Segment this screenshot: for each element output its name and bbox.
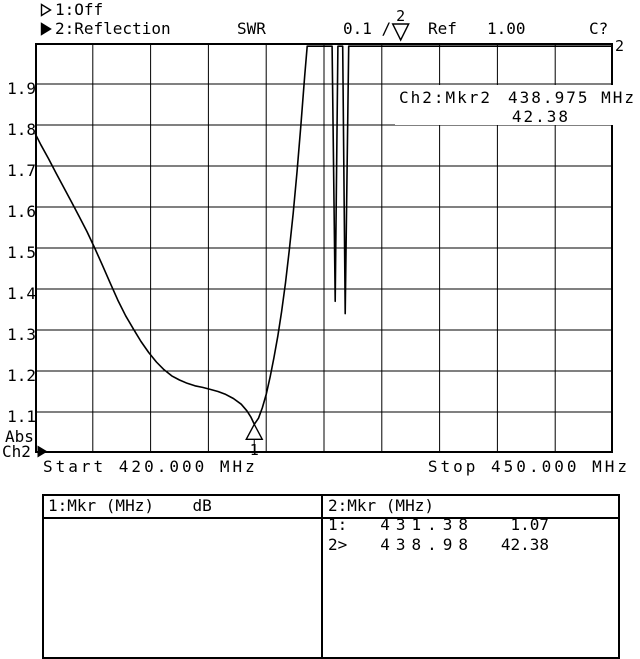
trace1-inactive-triangle-icon	[40, 3, 52, 17]
marker2-readout: Ch2:Mkr2 438.975 MHz 42.38	[395, 85, 640, 126]
trace1-status: 1:Off	[40, 2, 103, 18]
channel-label: Ch2	[2, 442, 31, 461]
trace2-status: 2:Reflection	[40, 21, 171, 37]
y-axis-tick-label: 1.5	[7, 243, 36, 262]
marker-1-number: 1	[250, 441, 259, 459]
marker-table-ch2: 2:Mkr (MHz) 1: 431.38 1.07 2> 438.98 42.…	[323, 496, 618, 657]
start-frequency-label: Start 420.000 MHz	[43, 457, 258, 476]
swr-plot: 12	[34, 7, 613, 459]
scale-per-div-label: 0.1 /	[343, 19, 392, 38]
y-axis-tick-label: 1.1	[7, 407, 36, 426]
marker-2-triangle-icon	[391, 23, 410, 42]
marker1-row-frequency: 431.38	[380, 515, 474, 534]
marker2-row-label: 2>	[328, 535, 348, 554]
marker2-row-value: 42.38	[500, 535, 549, 554]
y-axis-tick-label: 1.4	[7, 284, 36, 303]
marker-table-panel: 1:Mkr (MHz) dB 2:Mkr (MHz) 1: 431.38 1.0…	[42, 494, 620, 659]
y-axis-tick-label: 1.3	[7, 325, 36, 344]
marker-1-triangle-icon	[245, 422, 264, 440]
marker-table-ch2-header: 2:Mkr (MHz)	[323, 496, 618, 519]
y-axis-tick-label: 1.7	[7, 161, 36, 180]
trace1-label: 1:Off	[55, 0, 104, 19]
y-axis: 1.1 1.2 1.3 1.4 1.5 1.6 1.7 1.8 1.9	[0, 0, 37, 470]
ref-position-icon	[37, 445, 48, 458]
trace2-label: 2:Reflection	[55, 19, 171, 38]
marker1-row-label: 1:	[328, 515, 348, 534]
trace2-active-triangle-icon	[40, 22, 52, 36]
marker2-readout-label: Ch2:Mkr2	[399, 88, 493, 107]
marker-2-number: 2	[396, 7, 405, 25]
swr-trace	[34, 45, 613, 426]
y-axis-tick-label: 1.2	[7, 366, 36, 385]
trace-number-label: 2	[615, 37, 625, 55]
marker2-readout-value: 42.38	[511, 107, 570, 126]
ref-label: Ref	[428, 19, 457, 38]
ref-value: 1.00	[487, 19, 526, 38]
grid-border	[35, 43, 613, 453]
format-label: SWR	[237, 19, 266, 38]
marker2-readout-frequency: 438.975 MHz	[508, 88, 636, 107]
y-axis-tick-label: 1.6	[7, 202, 36, 221]
marker1-row-value: 1.07	[510, 515, 549, 534]
marker-table-ch1-header: 1:Mkr (MHz) dB	[44, 496, 321, 519]
abs-mode-label: Abs	[5, 427, 34, 446]
y-axis-tick-label: 1.9	[7, 79, 36, 98]
y-axis-tick-label: 1.8	[7, 120, 36, 139]
cal-status-label: C?	[589, 19, 609, 38]
marker-table-ch1: 1:Mkr (MHz) dB	[44, 496, 323, 657]
stop-frequency-label: Stop 450.000 MHz	[427, 457, 630, 476]
marker2-row-frequency: 438.98	[380, 535, 474, 554]
